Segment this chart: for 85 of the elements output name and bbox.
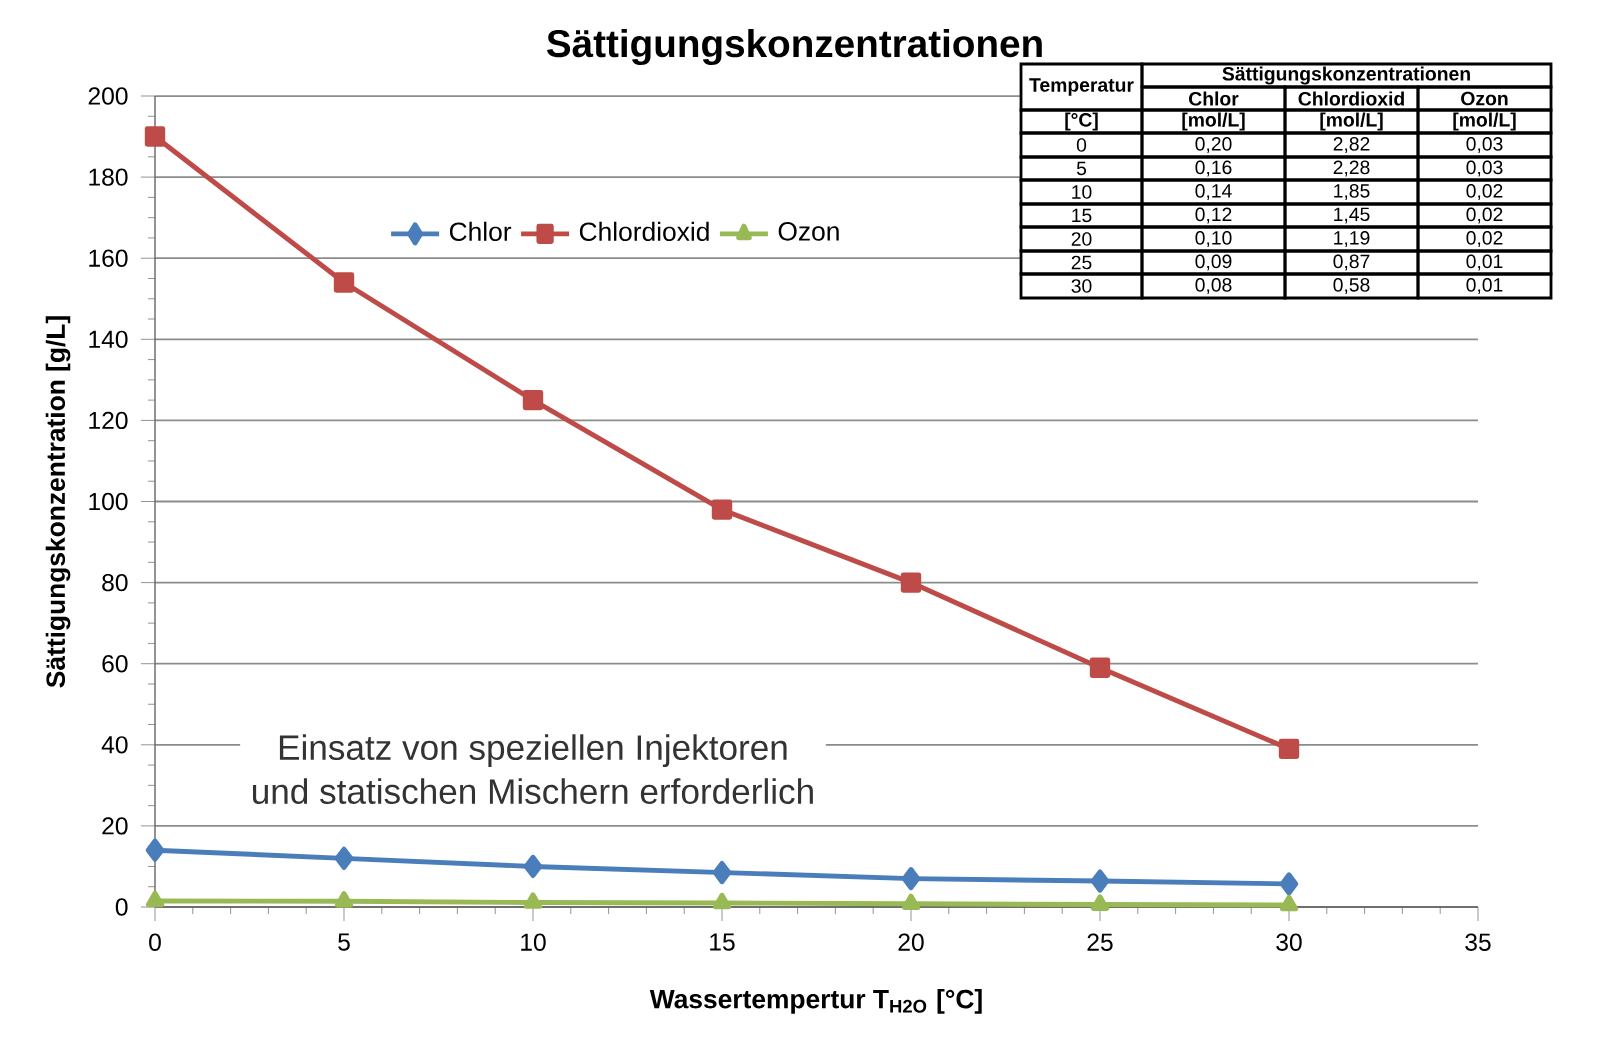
point bbox=[711, 499, 733, 520]
x-tick-label: 10 bbox=[521, 933, 546, 951]
annotation: 5 bbox=[1076, 161, 1087, 176]
legend-label: Chlor bbox=[449, 221, 512, 242]
annotation: 10 bbox=[1072, 185, 1092, 199]
annotation: 0,10 bbox=[1195, 231, 1232, 247]
point bbox=[1089, 657, 1111, 678]
y-tick-label: 200 bbox=[88, 87, 128, 105]
point bbox=[523, 854, 543, 879]
point bbox=[144, 126, 166, 147]
annotation: Chlor bbox=[1189, 91, 1239, 106]
annotation: 20 bbox=[1071, 232, 1092, 246]
y-tick-label: 20 bbox=[102, 817, 128, 835]
annotation: [mol/L] bbox=[1182, 112, 1245, 131]
y-tick-label: 140 bbox=[89, 330, 128, 348]
annotation: 0,03 bbox=[1466, 160, 1503, 177]
annotation: 0,58 bbox=[1333, 278, 1370, 294]
annotation: [mol/L] bbox=[1320, 112, 1383, 131]
y-tick-label: 40 bbox=[101, 736, 128, 754]
legend-label: Chlordioxid bbox=[579, 221, 709, 242]
annotation: Einsatz von speziellen Injektoren bbox=[279, 734, 787, 767]
annotation: 0 bbox=[1076, 138, 1087, 152]
annotation: 0,87 bbox=[1333, 254, 1370, 271]
y-tick-label: 100 bbox=[89, 492, 128, 511]
annotation: 25 bbox=[1071, 255, 1092, 270]
point bbox=[1279, 894, 1299, 912]
point bbox=[523, 892, 543, 909]
y-tick-label: 60 bbox=[102, 655, 128, 673]
x-tick-label: 0 bbox=[149, 933, 161, 951]
chart-title: Sättigungskonzentrationen bbox=[546, 28, 1042, 66]
point bbox=[333, 272, 355, 293]
x-tick-label: 20 bbox=[898, 933, 924, 951]
annotation: Chlordioxid bbox=[1298, 91, 1404, 106]
annotation: 0,16 bbox=[1195, 160, 1232, 177]
point bbox=[712, 860, 732, 885]
y-axis-title: Sättigungskonzentration [g/L] bbox=[45, 316, 71, 688]
y-tick-label: 80 bbox=[102, 573, 128, 592]
y-tick-label: 120 bbox=[89, 411, 128, 430]
annotation: [mol/L] bbox=[1453, 112, 1516, 131]
point bbox=[712, 892, 732, 910]
y-tick-label: 180 bbox=[89, 168, 128, 186]
annotation: 0,12 bbox=[1195, 207, 1232, 224]
annotation: 0,01 bbox=[1466, 278, 1503, 294]
point bbox=[145, 838, 165, 862]
annotation: [°C] bbox=[1065, 112, 1098, 131]
annotation: 0,02 bbox=[1466, 231, 1503, 247]
annotation: 2,82 bbox=[1333, 137, 1370, 153]
annotation: 0,03 bbox=[1466, 137, 1503, 153]
annotation: 2,28 bbox=[1333, 160, 1370, 177]
y-tick-label: 0 bbox=[115, 898, 128, 916]
annotation: 0,20 bbox=[1195, 137, 1232, 153]
y-tick-label: 160 bbox=[89, 249, 128, 267]
x-tick-label: 35 bbox=[1465, 933, 1491, 951]
legend-label: Ozon bbox=[778, 222, 839, 241]
x-tick-label: 30 bbox=[1276, 933, 1302, 951]
point bbox=[1278, 738, 1300, 760]
annotation: 1,19 bbox=[1334, 231, 1370, 247]
point bbox=[901, 867, 921, 891]
annotation: 15 bbox=[1072, 208, 1092, 223]
point bbox=[145, 890, 165, 908]
x-axis-title: Wassertempertur T$_{H2O}$ [°C] bbox=[649, 989, 982, 1014]
point bbox=[1090, 869, 1110, 893]
annotation: 0,02 bbox=[1466, 184, 1503, 200]
point bbox=[522, 389, 544, 411]
annotation: 0,08 bbox=[1195, 278, 1232, 294]
annotation: 0,09 bbox=[1195, 254, 1232, 271]
annotation: 1,85 bbox=[1334, 184, 1370, 200]
annotation: 30 bbox=[1071, 279, 1092, 293]
annotation: 0,01 bbox=[1466, 254, 1503, 271]
annotation: 0,02 bbox=[1466, 207, 1503, 224]
point bbox=[1090, 894, 1110, 911]
x-tick-label: 15 bbox=[710, 933, 735, 951]
point bbox=[901, 893, 921, 911]
point bbox=[1279, 872, 1299, 896]
point bbox=[334, 891, 354, 908]
annotation: Ozon bbox=[1461, 91, 1508, 106]
point bbox=[900, 572, 922, 593]
x-tick-label: 25 bbox=[1087, 933, 1113, 951]
x-tick-label: 5 bbox=[338, 933, 350, 951]
annotation: 0,14 bbox=[1195, 184, 1232, 200]
text: Sättigungskonzentrationen bbox=[1222, 66, 1470, 85]
text: Temperatur bbox=[1029, 78, 1134, 96]
annotation: und statischen Mischern erforderlich bbox=[252, 778, 813, 804]
point bbox=[334, 846, 354, 870]
annotation: 1,45 bbox=[1334, 207, 1370, 224]
